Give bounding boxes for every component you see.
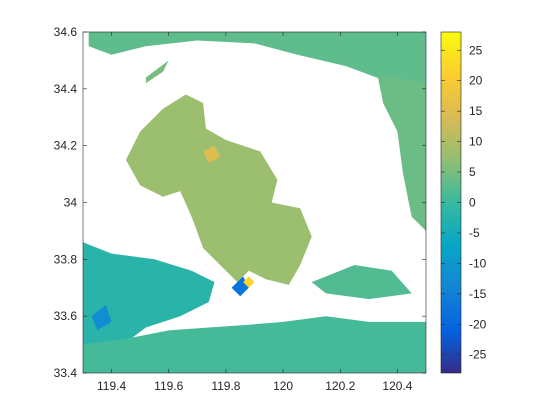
region-west-neg-patch (91, 304, 112, 331)
y-axis: 33.4 33.6 33.8 34 34.2 34.4 34.6 (54, 25, 426, 380)
colorbar-tick-label: -5 (469, 226, 480, 240)
colorbar-tick-label: 0 (469, 196, 476, 210)
colorbar-tick-label: -20 (469, 317, 487, 331)
colorbar-tick-label: 20 (469, 74, 483, 88)
x-tick-label: 120.2 (325, 379, 355, 393)
x-tick-label: 119.4 (97, 379, 126, 393)
region-northeast-strip (377, 74, 426, 231)
region-south-band (83, 316, 426, 373)
colorbar-tick-label: 5 (469, 165, 476, 179)
x-tick-label: 120 (273, 379, 293, 393)
colorbar-tick-label: -15 (469, 287, 487, 301)
region-nw-fragment (145, 60, 169, 84)
x-axis: 119.4 119.6 119.8 120 120.2 120.4 (97, 32, 413, 393)
y-tick-label: 34.4 (54, 82, 78, 96)
region-pos-spot (243, 276, 255, 288)
colorbar-tick-label: 25 (469, 43, 483, 57)
y-tick-label: 34.2 (54, 139, 78, 153)
colorbar-tick-label: 15 (469, 104, 483, 118)
colorbar-axis: 25 20 15 10 5 0 -5 -10 -15 -20 -25 (441, 43, 487, 362)
x-tick-label: 119.8 (211, 379, 240, 393)
colorbar-tick-label: -25 (469, 348, 487, 362)
x-tick-label: 120.4 (382, 379, 412, 393)
heatmap-layer (83, 32, 426, 373)
y-tick-label: 33.6 (54, 309, 78, 323)
x-tick-label: 119.6 (154, 379, 183, 393)
colorbar-tick-label: -10 (469, 256, 487, 270)
y-tick-label: 34 (64, 196, 78, 210)
colorbar-tick-label: 10 (469, 135, 483, 149)
y-tick-label: 33.8 (54, 252, 78, 266)
y-tick-label: 34.6 (54, 25, 78, 39)
region-east-fragments (311, 265, 412, 300)
region-north-band (88, 32, 426, 95)
region-southwest-band (83, 242, 215, 368)
region-main-storm (125, 94, 312, 285)
y-tick-label: 33.4 (54, 366, 78, 380)
region-hot-core (203, 145, 221, 163)
